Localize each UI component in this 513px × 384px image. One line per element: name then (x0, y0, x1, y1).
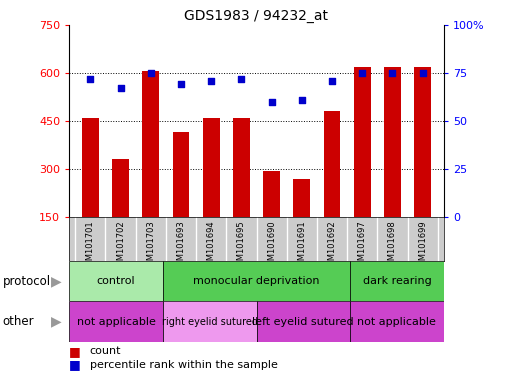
Bar (69, 261, 163, 301)
Point (388, 70, 397, 76)
Point (419, 70, 427, 76)
Bar (233, 118, 250, 217)
Title: GDS1983 / 94232_at: GDS1983 / 94232_at (185, 8, 328, 23)
Bar (324, 111, 340, 217)
Text: dark rearing: dark rearing (363, 276, 431, 286)
Text: monocular deprivation: monocular deprivation (193, 276, 320, 286)
Text: GSM101701: GSM101701 (86, 220, 95, 271)
Text: GSM101698: GSM101698 (388, 220, 397, 271)
Text: ▶: ▶ (51, 274, 62, 288)
Text: not applicable: not applicable (358, 316, 437, 327)
Bar (256, 301, 350, 342)
Text: ▶: ▶ (51, 314, 62, 329)
Point (328, 78, 336, 84)
Text: protocol: protocol (3, 275, 51, 288)
Point (358, 70, 366, 76)
Bar (350, 301, 444, 342)
Bar (293, 179, 310, 217)
Point (177, 81, 185, 88)
Point (147, 70, 155, 76)
Text: GSM101699: GSM101699 (418, 220, 427, 271)
Bar (173, 132, 189, 217)
Point (267, 99, 275, 105)
Text: GSM101697: GSM101697 (358, 220, 367, 271)
Bar (163, 261, 350, 301)
Bar (354, 66, 370, 217)
Bar (143, 71, 159, 217)
Bar (82, 118, 98, 217)
Bar (203, 118, 220, 217)
Text: ■: ■ (69, 345, 81, 358)
Text: count: count (90, 346, 121, 356)
Text: percentile rank within the sample: percentile rank within the sample (90, 360, 278, 370)
Text: not applicable: not applicable (76, 316, 155, 327)
Point (86, 76, 94, 82)
Text: GSM101693: GSM101693 (176, 220, 186, 271)
Text: control: control (97, 276, 135, 286)
Point (207, 78, 215, 84)
Text: GSM101694: GSM101694 (207, 220, 215, 271)
Text: left eyelid sutured: left eyelid sutured (252, 316, 354, 327)
Text: GSM101695: GSM101695 (237, 220, 246, 271)
Text: GSM101703: GSM101703 (146, 220, 155, 271)
Bar (112, 159, 129, 217)
Text: other: other (3, 315, 34, 328)
Text: GSM101702: GSM101702 (116, 220, 125, 271)
Bar (384, 67, 401, 217)
Bar (263, 170, 280, 217)
Text: GSM101690: GSM101690 (267, 220, 276, 271)
Text: GSM101691: GSM101691 (298, 220, 306, 271)
Bar (350, 261, 444, 301)
Bar (69, 301, 163, 342)
Point (238, 76, 246, 82)
Bar (415, 66, 431, 217)
Point (298, 97, 306, 103)
Text: ■: ■ (69, 358, 81, 371)
Text: GSM101692: GSM101692 (327, 220, 337, 271)
Bar (163, 301, 256, 342)
Point (116, 85, 125, 91)
Text: right eyelid sutured: right eyelid sutured (162, 316, 258, 327)
